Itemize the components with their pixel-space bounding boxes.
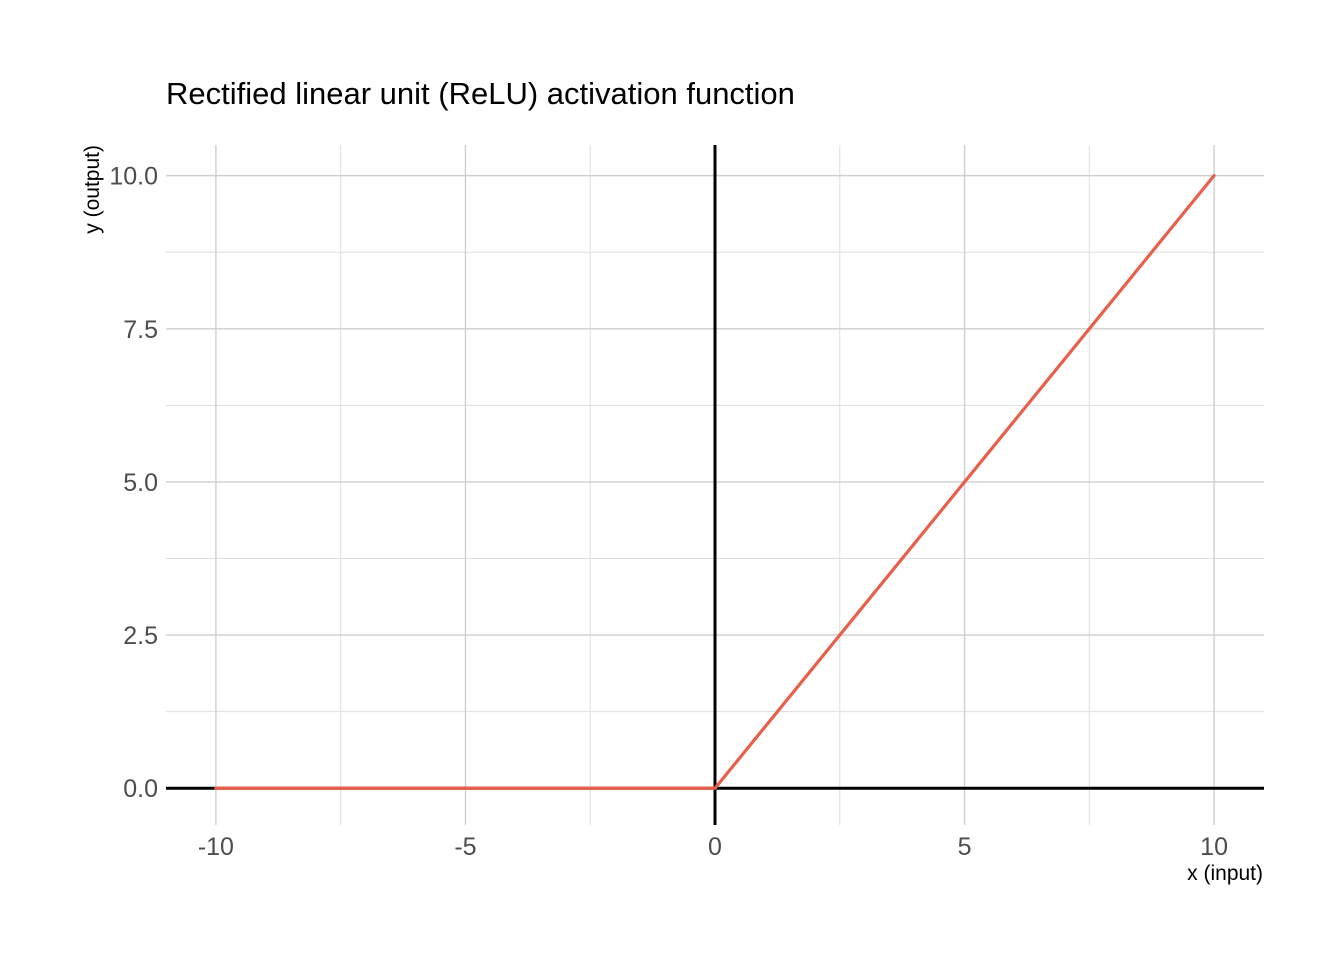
x-tick-label: 0 [708, 833, 722, 861]
x-tick-label: 5 [958, 833, 972, 861]
y-tick-label: 0.0 [123, 775, 158, 803]
relu-series-line [214, 174, 1216, 790]
series-layer [214, 174, 1216, 790]
reference-lines [166, 145, 1264, 825]
x-tick-label: -10 [198, 833, 234, 861]
y-axis-title: y (output) [81, 145, 104, 234]
y-tick-label: 2.5 [123, 622, 158, 650]
tick-labels: -10 -5 0 5 10 0.0 2.5 5.0 7.5 10.0 [109, 163, 1228, 861]
x-tick-label: -5 [454, 833, 476, 861]
y-tick-label: 7.5 [123, 316, 158, 344]
chart-title: Rectified linear unit (ReLU) activation … [166, 76, 795, 111]
y-tick-label: 10.0 [109, 163, 158, 191]
x-axis-title: x (input) [1187, 862, 1263, 885]
y-tick-label: 5.0 [123, 469, 158, 497]
x-tick-label: 10 [1200, 833, 1228, 861]
